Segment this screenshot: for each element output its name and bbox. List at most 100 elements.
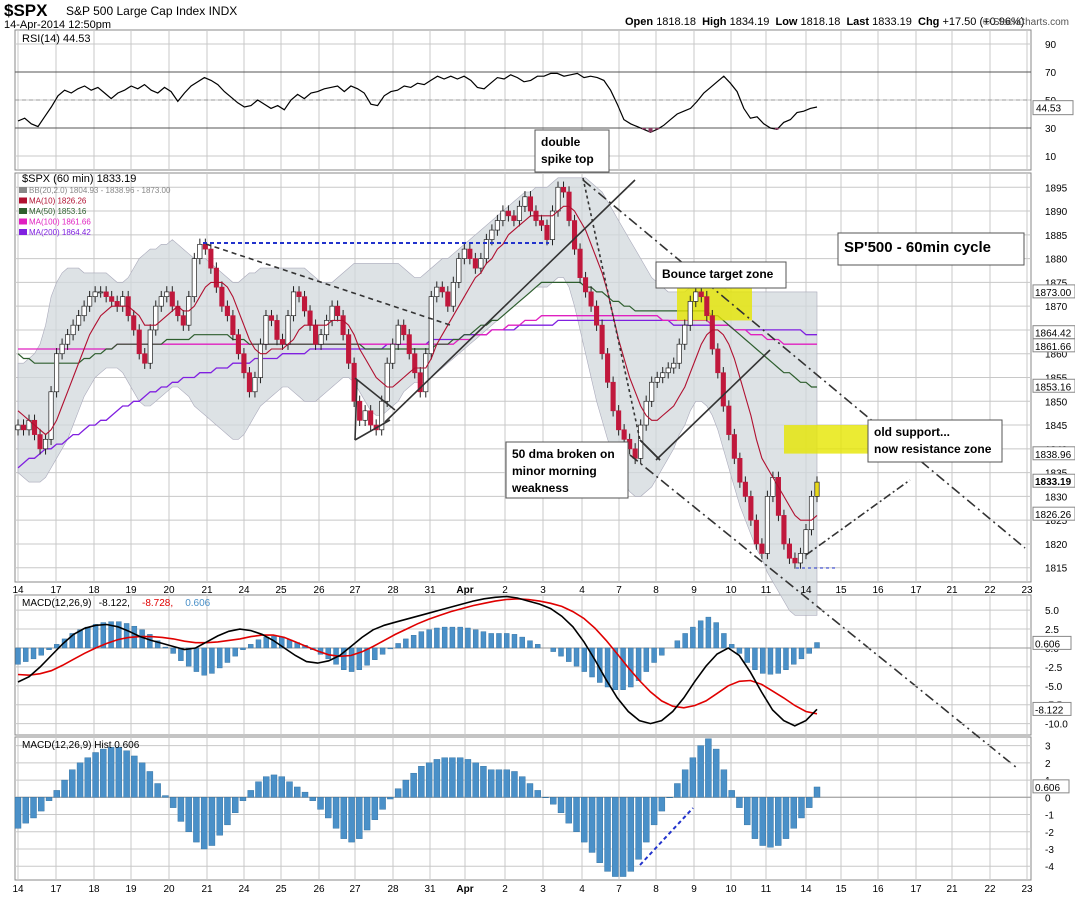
price-right-label: 1826.26 <box>1035 510 1072 521</box>
candle-body <box>147 329 153 364</box>
candle-body <box>792 557 798 564</box>
candle-body <box>401 324 407 336</box>
macd-hist-bar <box>744 647 750 663</box>
hist-bar <box>131 755 138 798</box>
macd-hist-bar <box>581 647 587 672</box>
hist-bar <box>441 757 448 798</box>
price-xtick-label: 9 <box>691 585 697 596</box>
macd-right-label: -8.122 <box>1035 705 1064 716</box>
candle-body <box>599 324 605 355</box>
hist-xtick-label: 31 <box>424 884 436 895</box>
hist-bar <box>487 769 495 798</box>
price-ytick-label: 1830 <box>1045 492 1068 503</box>
symbol-description: S&P 500 Large Cap Index INDX <box>66 4 237 18</box>
hist-bar <box>232 797 239 814</box>
candle-body <box>120 296 126 307</box>
hist-ytick-label: 3 <box>1045 742 1051 753</box>
macd-hist-bar <box>697 620 704 649</box>
candle-body <box>687 301 693 326</box>
hist-bar <box>138 762 146 798</box>
rsi-line <box>17 72 818 133</box>
hist-bar <box>798 797 805 819</box>
hist-bar <box>363 797 371 831</box>
candle-body <box>213 267 219 288</box>
high-value: 1834.19 <box>729 16 770 28</box>
candle-body <box>197 243 203 259</box>
macd-hist-bar <box>798 647 805 660</box>
macd-hist-bar <box>46 647 52 650</box>
macd-hist-bar <box>224 647 231 663</box>
hist-bar <box>410 772 417 798</box>
annotation-double-spike-top-text: double <box>541 135 581 149</box>
hist-bar <box>154 783 161 798</box>
macd-hist-bar <box>527 640 533 649</box>
macd-hist-bar <box>69 633 76 649</box>
hist-title: MACD(12,26,9) Hist 0.606 <box>22 740 140 751</box>
price-legend-swatch <box>19 229 27 235</box>
candle-body <box>649 381 655 402</box>
macd-hist-bar <box>759 647 766 674</box>
macd-hist-bar <box>23 647 29 662</box>
price-right-label-box <box>1032 473 1075 488</box>
price-ytick-label: 1845 <box>1045 421 1068 432</box>
price-right-label-box <box>1032 446 1075 461</box>
hist-bar <box>38 797 45 812</box>
candle-body <box>472 258 478 269</box>
hist-bar <box>356 797 363 839</box>
macd-hist-bar <box>209 647 215 674</box>
panel-frame-hist <box>14 736 1032 881</box>
hist-bar <box>301 791 309 798</box>
macd-hist-bar <box>364 647 370 666</box>
hist-xtick-label: 14 <box>12 884 24 895</box>
exchange-text: INDX <box>208 4 238 18</box>
long-downtrend-dashdot <box>582 179 1026 549</box>
candle-body <box>153 305 159 331</box>
hist-xtick-label: Apr <box>456 884 473 895</box>
hist-bar <box>472 762 479 798</box>
hist-bar <box>697 745 704 798</box>
hist-xtick-label: 3 <box>540 884 546 895</box>
price-right-label: 1833.19 <box>1035 477 1072 488</box>
rsi-ytick-label: 30 <box>1045 124 1057 135</box>
macd-hist-bar <box>248 644 254 649</box>
candle-body <box>340 315 346 336</box>
candle-body <box>461 248 467 259</box>
candle-body <box>31 419 38 435</box>
hist-bar <box>751 797 759 839</box>
candle-body <box>180 315 186 326</box>
price-ytick-label: 1850 <box>1045 397 1068 408</box>
macd-right-label-box <box>1032 701 1072 716</box>
hist-bar <box>604 797 611 872</box>
annotation-50dma-text: minor morning <box>512 464 597 478</box>
price-xtick-label: 10 <box>725 585 737 596</box>
candle-body <box>621 429 627 440</box>
hist-ytick-label: -3 <box>1045 845 1054 856</box>
rsi-ytick-label: 10 <box>1045 152 1057 163</box>
macd-hist-bar <box>550 647 556 652</box>
hist-bar <box>169 797 177 808</box>
annotation-50dma-text: weakness <box>511 481 569 495</box>
macd-hist-bar <box>193 647 200 672</box>
candle-body <box>81 305 87 317</box>
annotation-cycle-title-text: SP'500 - 60min cycle <box>844 239 991 256</box>
macd-ytick-label: -2.5 <box>1045 663 1063 674</box>
hist-bar <box>643 797 650 843</box>
macd-right-label-box <box>1032 635 1072 650</box>
price-ytick-label: 1890 <box>1045 207 1068 218</box>
macd-hist-bar <box>612 647 619 690</box>
hist-bar <box>519 776 526 798</box>
candle-body <box>500 210 506 221</box>
macd-hist-bar <box>255 639 262 649</box>
candle-body <box>15 424 21 431</box>
candle-body <box>643 400 649 426</box>
price-right-label-box <box>1032 338 1075 353</box>
candle-body <box>742 481 748 497</box>
hist-bar <box>689 757 697 798</box>
macd-legend-label: -8.122, <box>99 598 130 609</box>
macd-hist-bar <box>216 647 223 669</box>
hist-bar <box>627 797 635 872</box>
price-xtick-label: 23 <box>1021 585 1033 596</box>
annotation-bounce-target: Bounce target zone <box>655 261 787 289</box>
price-xtick-label: 26 <box>313 585 325 596</box>
candle-body <box>357 400 363 421</box>
